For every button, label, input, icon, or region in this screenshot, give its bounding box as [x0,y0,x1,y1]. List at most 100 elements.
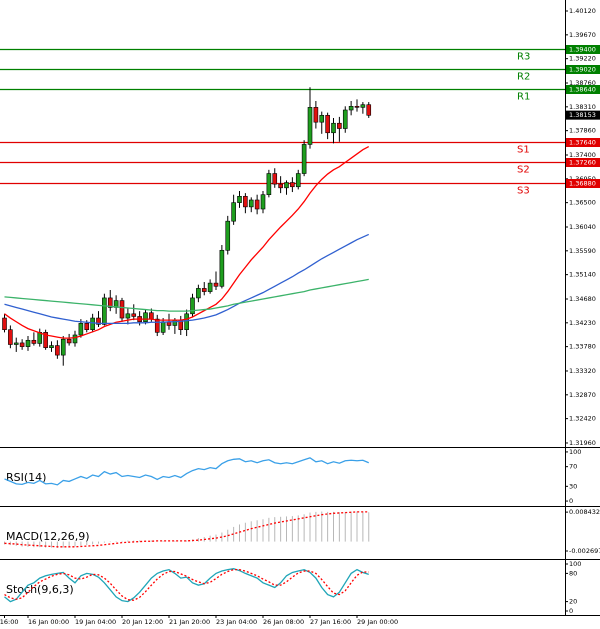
candle-body [219,249,225,287]
candle-body [225,220,231,251]
candle-body [143,312,148,323]
candle-body [248,199,254,208]
histogram-bar [27,541,29,547]
histogram-bar [21,541,23,547]
histogram-bar [233,526,235,542]
level-label: R1 [517,92,530,103]
histogram-bar [150,540,152,542]
candle-body [266,173,272,196]
candle-body [90,317,95,330]
y-tick-label: 1.34230 [569,319,596,327]
histogram-bar [174,540,176,542]
y-tick-label: 0 [569,497,573,505]
y-tick-label: 1.37400 [569,151,596,159]
candle-body [207,282,213,292]
y-tick-label: 1.33320 [569,367,596,375]
candle-body [284,182,289,189]
histogram-bar [186,540,188,542]
y-tick-label: 30 [569,482,577,490]
indicator-line [4,145,370,339]
candle-body [60,338,66,356]
indicator-line [4,233,370,324]
level-value-label: 1.37260 [569,159,596,167]
candle-body [160,321,166,333]
x-tick-label: 16 Jan 00:00 [28,618,69,626]
x-tick-label: 29 Jan 00:00 [357,618,398,626]
candle-body [278,183,283,189]
y-tick-label: -0.002697 [569,547,600,555]
histogram-bar [74,541,76,547]
y-tick-label: 100 [569,560,581,568]
candle-body [172,319,178,326]
level-value-label: 1.37640 [569,139,596,147]
y-tick-label: 1.32420 [569,415,596,423]
level-box [566,179,600,188]
y-tick-label: 1.35590 [569,247,596,255]
candle-body [43,332,48,348]
histogram-bar [297,515,299,542]
candle-body [78,323,84,336]
histogram-bar [109,541,111,543]
x-tick-label: 16:00 [0,618,19,626]
candle-body [295,173,301,188]
candle-body [125,313,131,319]
histogram-bar [103,541,105,543]
current-price-box [566,110,600,120]
candle-body [31,339,37,344]
candle-body [237,195,242,203]
y-tick-label: 0.008432 [569,508,600,516]
level-label: R2 [517,72,530,83]
histogram-bar [197,538,199,542]
level-label: S2 [517,165,530,176]
candle-body [84,323,90,330]
candle-body [331,122,336,134]
histogram-bar [209,535,211,542]
histogram-bar [256,520,258,542]
histogram-bar [338,512,340,542]
x-tick-label: 27 Jan 16:00 [310,618,351,626]
histogram-bar [262,519,264,542]
y-tick-label: 100 [569,448,581,456]
candle-body [243,195,248,208]
y-tick-label: 1.36040 [569,223,596,231]
candle-body [119,300,125,319]
histogram-bar [321,511,323,542]
candle-body [55,345,60,356]
level-box [566,45,600,54]
x-tick-label: 19 Jan 04:00 [75,618,116,626]
indicator-line [4,568,369,601]
candle-body [102,297,107,325]
x-tick-label: 21 Jan 20:00 [169,618,210,626]
indicator-line [4,511,369,548]
candle-body [313,107,319,123]
candle-body [19,342,25,347]
candle-body [213,282,219,287]
level-label: R3 [517,52,530,63]
histogram-bar [244,522,246,542]
histogram-bar [62,541,64,548]
candle-body [360,104,366,108]
candle-body [196,288,201,299]
candle-body [190,297,195,315]
candle-body [66,338,72,344]
histogram-bar [239,524,240,542]
x-tick-label: 26 Jan 08:00 [263,618,304,626]
y-tick-label: 1.31960 [569,439,596,447]
histogram-bar [4,541,5,545]
y-tick-label: 1.35140 [569,271,596,279]
y-tick-label: 1.38760 [569,79,596,87]
histogram-bar [309,512,311,542]
panel-title: RSI(14) [6,471,46,484]
candle-body [184,313,189,330]
indicator-line [4,278,369,312]
histogram-bar [362,511,364,542]
histogram-bar [303,514,305,542]
candle-body [272,173,278,185]
y-tick-label: 1.32870 [569,391,596,399]
histogram-bar [162,540,164,542]
histogram-bar [344,511,346,542]
histogram-bar [350,511,352,542]
